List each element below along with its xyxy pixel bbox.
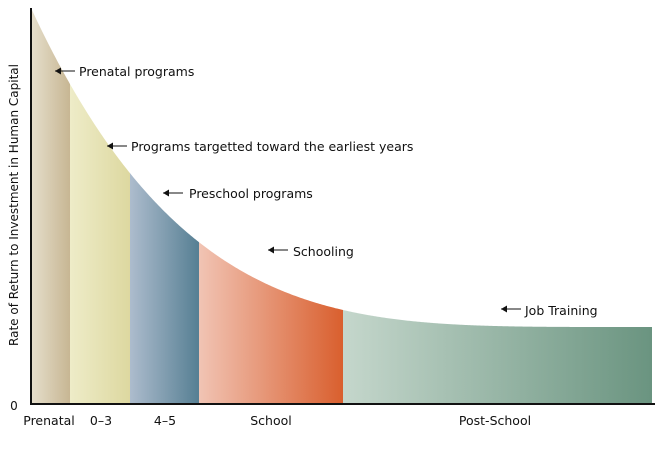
annotation-label: Preschool programs [189, 186, 313, 201]
category-label-0-3: 0–3 [90, 413, 112, 428]
annotation-schooling: Schooling [268, 244, 354, 259]
curve-annotations: Prenatal programs Programs targetted tow… [55, 64, 598, 318]
annotation-label: Prenatal programs [79, 64, 194, 79]
category-label-prenatal: Prenatal [23, 413, 75, 428]
annotation-preschool-programs: Preschool programs [163, 186, 313, 201]
annotation-earliest-years: Programs targetted toward the earliest y… [107, 139, 413, 154]
curve-segments [31, 8, 652, 403]
arrow-left-icon [501, 305, 521, 313]
arrow-left-icon [107, 142, 127, 150]
segment-area-0-3 [70, 84, 130, 403]
annotation-label: Programs targetted toward the earliest y… [131, 139, 413, 154]
segment-area-school [199, 242, 343, 403]
y-tick-zero: 0 [10, 399, 18, 413]
arrow-left-icon [268, 246, 288, 254]
segment-area-prenatal [31, 8, 70, 403]
arrow-left-icon [163, 189, 183, 197]
annotation-job-training: Job Training [501, 303, 598, 318]
x-category-labels: Prenatal 0–3 4–5 School Post-School [23, 413, 531, 428]
category-label-4-5: 4–5 [154, 413, 176, 428]
arrow-left-icon [55, 67, 75, 75]
annotation-label: Schooling [293, 244, 354, 259]
category-label-school: School [250, 413, 292, 428]
annotation-label: Job Training [524, 303, 598, 318]
y-axis-label: Rate of Return to Investment in Human Ca… [7, 64, 21, 346]
annotation-prenatal-programs: Prenatal programs [55, 64, 194, 79]
segment-area-post-school [343, 309, 652, 403]
category-label-post-school: Post-School [459, 413, 531, 428]
segment-area-4-5 [130, 173, 199, 403]
